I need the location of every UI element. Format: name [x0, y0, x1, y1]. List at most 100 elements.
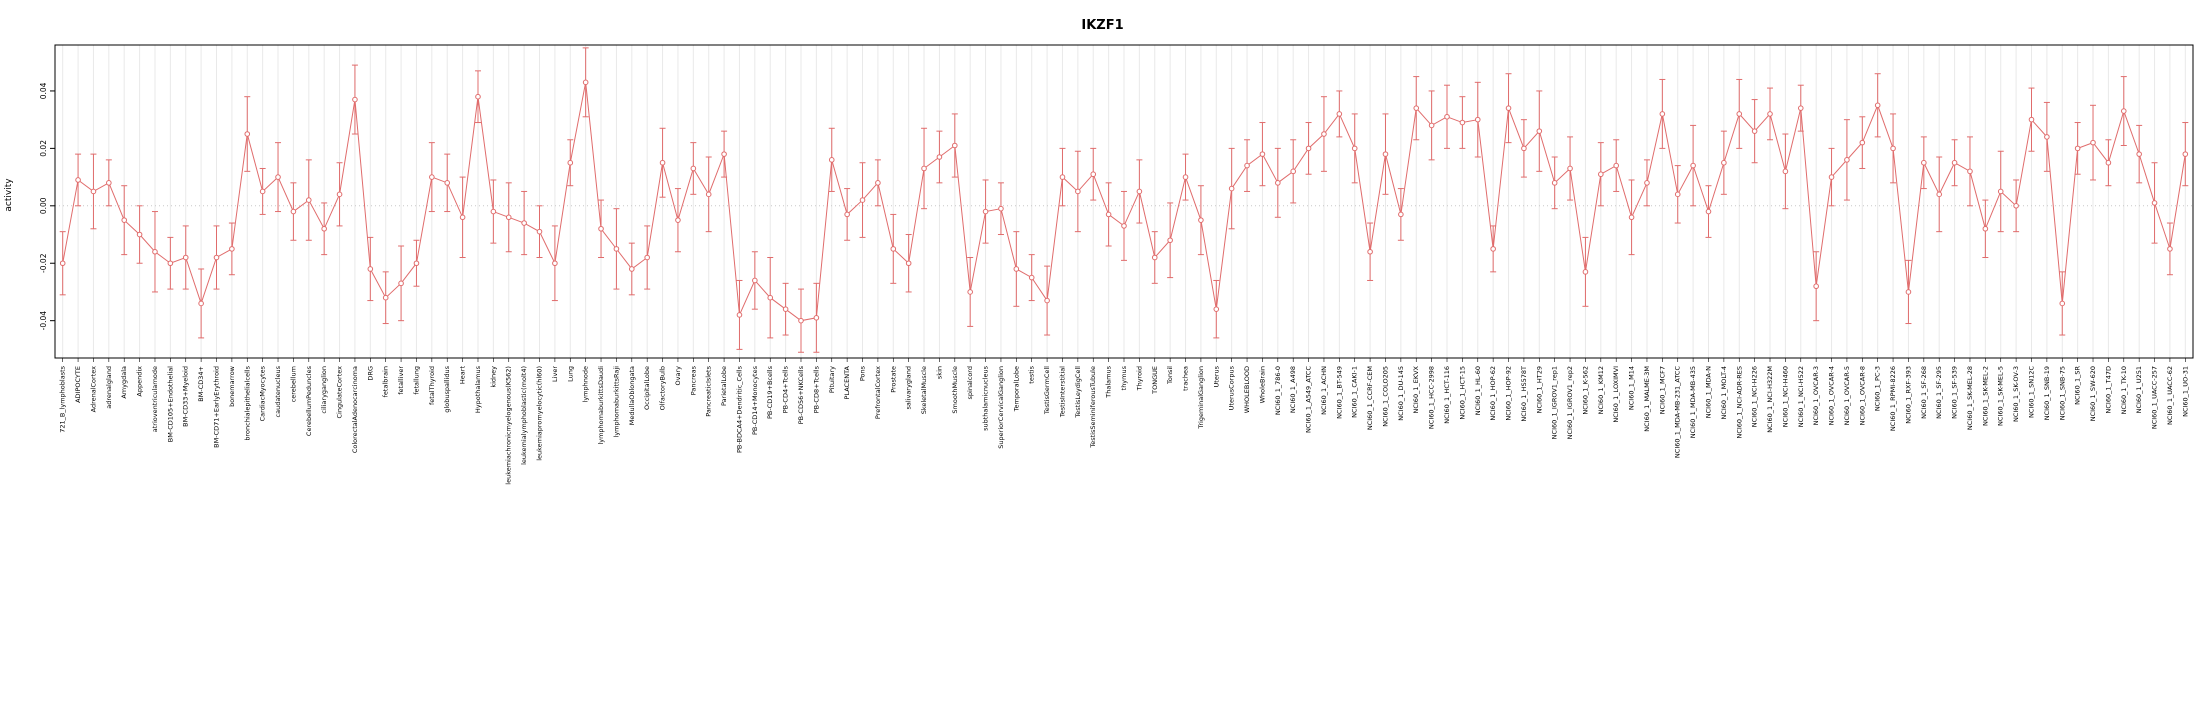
x-tick-label: lymphomaburkittsDaudi [597, 366, 605, 445]
x-tick-label: Heart [459, 366, 467, 385]
data-point [1459, 119, 1466, 126]
x-tick-label: CardiacMyocytes [259, 365, 267, 421]
x-tick-label: subthalamicnucleus [982, 365, 990, 431]
x-tick-label: NCI60_1_MCF7 [1658, 366, 1666, 414]
x-tick-label: SuperiorCervicalGanglion [997, 366, 1005, 449]
x-tick-label: PB-CD19+Bcells [766, 365, 774, 419]
data-point [936, 154, 943, 160]
data-point [505, 214, 512, 221]
x-tick-label: NCI60_1_SN12C [2027, 366, 2035, 418]
x-tick-label: NCI60_1_MOLT-4 [1720, 366, 1728, 420]
data-point [690, 165, 697, 172]
data-point [628, 266, 635, 272]
data-point [2120, 108, 2127, 114]
data-point [198, 300, 204, 307]
x-tick-label: WHOLEBLOOD [1243, 366, 1251, 413]
data-point [1059, 174, 1066, 180]
data-point [1828, 174, 1835, 180]
data-point [1674, 191, 1681, 198]
data-point [982, 208, 989, 215]
x-tick-label: NCI60_1_HOP-62 [1489, 366, 1497, 421]
x-tick-label: CingulateCortex [336, 366, 344, 419]
data-point [413, 260, 420, 267]
y-tick-label: -0.04 [39, 311, 48, 331]
x-tick-label: AdrenalCortex [89, 366, 97, 413]
data-point [521, 220, 527, 226]
x-tick-label: NCI60_1_SW-620 [2089, 366, 2097, 421]
x-tick-label: leukemiachronicmyelogenous(K562) [505, 366, 513, 485]
data-point [721, 151, 727, 157]
data-point [1613, 162, 1620, 169]
x-tick-label: globuspallidus [443, 365, 451, 412]
data-point [1182, 174, 1189, 180]
x-tick-label: NCI60_1_HOP-92 [1505, 366, 1513, 421]
data-point [1213, 306, 1220, 312]
data-point [1151, 254, 1158, 261]
data-point [1967, 168, 1973, 175]
x-tick-label: NCI60_1_CAKI-1 [1351, 366, 1359, 418]
x-tick-label: NCI60_1_SK-OV-3 [2012, 366, 2020, 422]
x-tick-label: leukemialymphoblastic(molt4) [520, 366, 528, 465]
data-point [1321, 131, 1327, 137]
data-point [290, 208, 297, 215]
x-tick-label: testis [1028, 365, 1036, 383]
x-tick-label: PB-BDCA4+Dendritic_Cells [735, 365, 743, 453]
data-point [1736, 111, 1743, 117]
data-point [1090, 171, 1097, 178]
data-point [813, 314, 820, 321]
x-tick-label: NCI60_1_NCI-ADR-RES [1735, 366, 1743, 439]
x-tick-label: Prostate [889, 366, 897, 393]
x-tick-label: NCI60_1_CCRF-CEM [1366, 366, 1374, 430]
x-tick-label: ciliaryganglion [320, 366, 328, 414]
data-point [1690, 162, 1696, 169]
data-point [644, 254, 650, 261]
data-point [798, 317, 804, 324]
data-point [613, 246, 620, 252]
chart-title: IKZF1 [1081, 18, 1124, 33]
x-tick-label: NCI60_1_IGROV1_rep1 [1551, 366, 1559, 439]
data-point [2044, 134, 2050, 140]
data-point [1936, 191, 1943, 198]
y-axis-label: activity [4, 178, 14, 212]
x-tick-label: BM-CD34+ [197, 366, 205, 402]
x-tick-label: NCI60_1_IGROV1_rep2 [1566, 366, 1574, 439]
data-point [752, 277, 758, 284]
x-tick-label: UterusCorpus [1228, 365, 1236, 410]
data-point [952, 142, 958, 149]
data-point [1367, 248, 1373, 255]
x-tick-label: NCI60_1_A549_ATCC [1305, 366, 1313, 433]
x-tick-label: trachea [1182, 366, 1190, 391]
data-point [1721, 159, 1727, 166]
x-tick-label: NCI60_1_HCT-116 [1443, 366, 1451, 424]
x-tick-label: PLACENTA [843, 365, 851, 399]
x-tick-label: Ovary [674, 366, 682, 386]
x-tick-label: Thyroid [1135, 366, 1143, 391]
data-point [844, 211, 850, 218]
x-tick-label: NCI60_1_RPMI-8226 [1889, 366, 1897, 431]
x-tick-label: NCI60_1_NCI-H460 [1781, 366, 1789, 427]
x-tick-label: NCI60_1_OVCAR-3 [1812, 366, 1820, 425]
x-tick-label: thymus [1120, 365, 1128, 390]
data-point [1075, 188, 1081, 195]
data-point [1905, 289, 1912, 295]
x-tick-label: TONGUE [1151, 366, 1159, 395]
x-tick-label: 721_B_lymphoblasts [59, 365, 67, 432]
x-tick-label: NCI60_1_SNB-19 [2043, 366, 2051, 420]
data-point [275, 174, 281, 180]
x-tick-label: NCI60_1_OVCAR-4 [1828, 366, 1836, 425]
data-point [1521, 145, 1527, 152]
x-tick-label: adrenalgland [105, 366, 113, 409]
x-tick-label: NCI60_1_SF-295 [1935, 366, 1943, 419]
x-tick-label: ParietalLobe [720, 366, 728, 406]
x-tick-label: NCI60_1_ACHN [1320, 366, 1328, 415]
data-point [2151, 200, 2158, 206]
data-point [1198, 217, 1204, 223]
x-tick-label: CerebellumPeduncles [305, 365, 313, 436]
data-point [582, 79, 589, 86]
x-tick-label: NCI60_1_SNB-75 [2058, 366, 2066, 420]
x-tick-label: bonemarrow [228, 365, 236, 407]
data-point [598, 225, 604, 232]
data-point [1444, 113, 1450, 120]
x-tick-label: Liver [551, 366, 559, 382]
data-point [136, 231, 143, 238]
